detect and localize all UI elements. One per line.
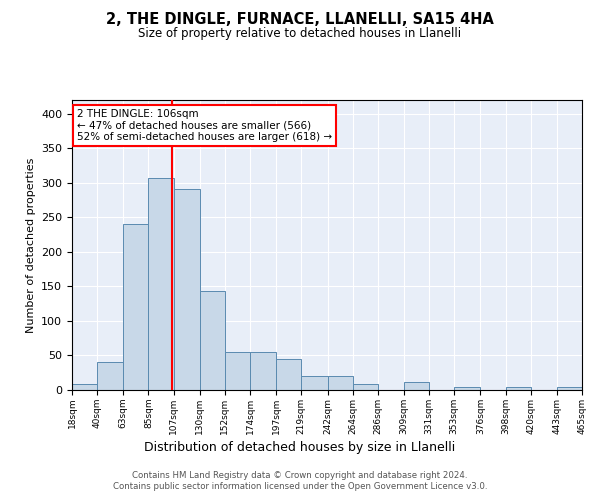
Text: Contains public sector information licensed under the Open Government Licence v3: Contains public sector information licen…: [113, 482, 487, 491]
Text: Distribution of detached houses by size in Llanelli: Distribution of detached houses by size …: [145, 441, 455, 454]
Bar: [124, 224, 148, 390]
Bar: [97, 362, 124, 390]
Bar: [225, 352, 250, 390]
Bar: [276, 359, 301, 390]
Bar: [506, 387, 530, 390]
Bar: [454, 386, 481, 390]
Y-axis label: Number of detached properties: Number of detached properties: [26, 158, 35, 332]
Text: Contains HM Land Registry data © Crown copyright and database right 2024.: Contains HM Land Registry data © Crown c…: [132, 471, 468, 480]
Bar: [557, 387, 582, 390]
Bar: [328, 376, 353, 390]
Bar: [148, 178, 173, 390]
Text: Size of property relative to detached houses in Llanelli: Size of property relative to detached ho…: [139, 28, 461, 40]
Bar: [301, 376, 328, 390]
Bar: [353, 384, 378, 390]
Bar: [404, 382, 429, 390]
Bar: [200, 290, 225, 390]
Bar: [72, 384, 97, 390]
Text: 2 THE DINGLE: 106sqm
← 47% of detached houses are smaller (566)
52% of semi-deta: 2 THE DINGLE: 106sqm ← 47% of detached h…: [77, 108, 332, 142]
Bar: [250, 352, 276, 390]
Text: 2, THE DINGLE, FURNACE, LLANELLI, SA15 4HA: 2, THE DINGLE, FURNACE, LLANELLI, SA15 4…: [106, 12, 494, 28]
Bar: [173, 189, 200, 390]
